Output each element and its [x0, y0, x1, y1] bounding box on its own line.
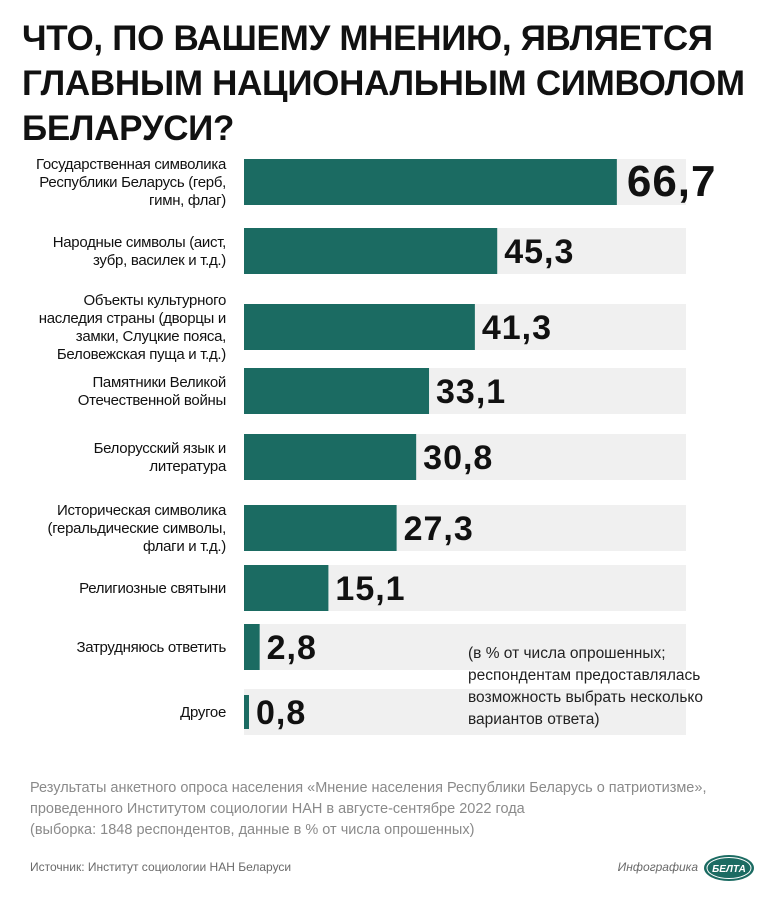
- value-label: 27,3: [404, 510, 474, 548]
- row-band: [244, 689, 686, 735]
- belta-logo: БЕЛТА: [704, 855, 754, 881]
- category-label: наследия страны (дворцы и: [39, 310, 226, 327]
- source-text: Источник: Институт социологии НАН Белару…: [30, 860, 292, 874]
- survey-footnote: Результаты анкетного опроса населения «М…: [30, 778, 760, 841]
- footnote-line: (выборка: 1848 респондентов, данные в % …: [30, 822, 475, 838]
- value-label: 33,1: [436, 373, 506, 411]
- note-line: (в % от числа опрошенных;: [468, 645, 666, 662]
- category-label: Историческая символика: [57, 502, 227, 519]
- note-line: вариантов ответа): [468, 711, 600, 728]
- category-label: Религиозные святыни: [79, 580, 226, 597]
- category-label: Государственная символика: [36, 156, 227, 173]
- category-label: Объекты культурного: [84, 292, 226, 309]
- footnote-line: проведенного Институтом социологии НАН в…: [30, 801, 525, 817]
- bar-chart: 66,7 Государственная символикаРеспублики …: [36, 156, 717, 735]
- category-label: Беловежская пуща и т.д.): [57, 346, 226, 363]
- value-label: 45,3: [504, 233, 574, 271]
- category-label: зубр, василек и т.д.): [93, 252, 226, 269]
- category-label: Белорусский язык и: [94, 440, 226, 457]
- category-label: Республики Беларусь (герб,: [39, 174, 226, 191]
- chart-title: ЧТО, ПО ВАШЕМУ МНЕНИЮ, ЯВЛЯЕТСЯ ГЛАВНЫМ …: [22, 16, 762, 151]
- category-label: Другое: [180, 704, 226, 721]
- category-label: (геральдические символы,: [48, 520, 226, 537]
- bar: [244, 624, 260, 670]
- svg-text:БЕЛТА: БЕЛТА: [712, 864, 746, 875]
- note-line: респондентам предоставлялась: [468, 667, 701, 684]
- bar: [244, 434, 417, 480]
- value-label: 66,7: [627, 157, 717, 206]
- bar: [244, 565, 329, 611]
- title-line: ГЛАВНЫМ НАЦИОНАЛЬНЫМ СИМВОЛОМ: [22, 64, 745, 103]
- bar: [244, 368, 430, 414]
- bar: [244, 304, 475, 350]
- value-label: 41,3: [482, 309, 552, 347]
- category-label: замки, Слуцкие пояса,: [76, 328, 226, 345]
- value-label: 30,8: [423, 439, 493, 477]
- category-label: Народные символы (аист,: [53, 234, 226, 251]
- title-line: ЧТО, ПО ВАШЕМУ МНЕНИЮ, ЯВЛЯЕТСЯ: [22, 19, 713, 58]
- bar: [244, 505, 397, 551]
- bar: [244, 695, 249, 729]
- footnote-line: Результаты анкетного опроса населения «М…: [30, 780, 707, 796]
- value-label: 15,1: [335, 570, 405, 608]
- category-label: гимн, флаг): [149, 192, 226, 209]
- bar: [244, 159, 617, 205]
- bar: [244, 228, 498, 274]
- category-label: Затрудняюсь ответить: [77, 639, 227, 656]
- title-line: БЕЛАРУСИ?: [22, 109, 235, 148]
- value-label: 2,8: [267, 629, 317, 667]
- note-line: возможность выбрать несколько: [468, 689, 703, 706]
- infographic-credit: Инфографика: [617, 860, 698, 874]
- category-label: Отечественной войны: [78, 392, 226, 409]
- row-band: [244, 624, 686, 670]
- chart-note: (в % от числа опрошенных; респондентам п…: [468, 643, 768, 731]
- category-label: флаги и т.д.): [143, 538, 226, 555]
- category-label: литература: [149, 458, 227, 475]
- category-label: Памятники Великой: [92, 374, 226, 391]
- value-label: 0,8: [256, 694, 306, 732]
